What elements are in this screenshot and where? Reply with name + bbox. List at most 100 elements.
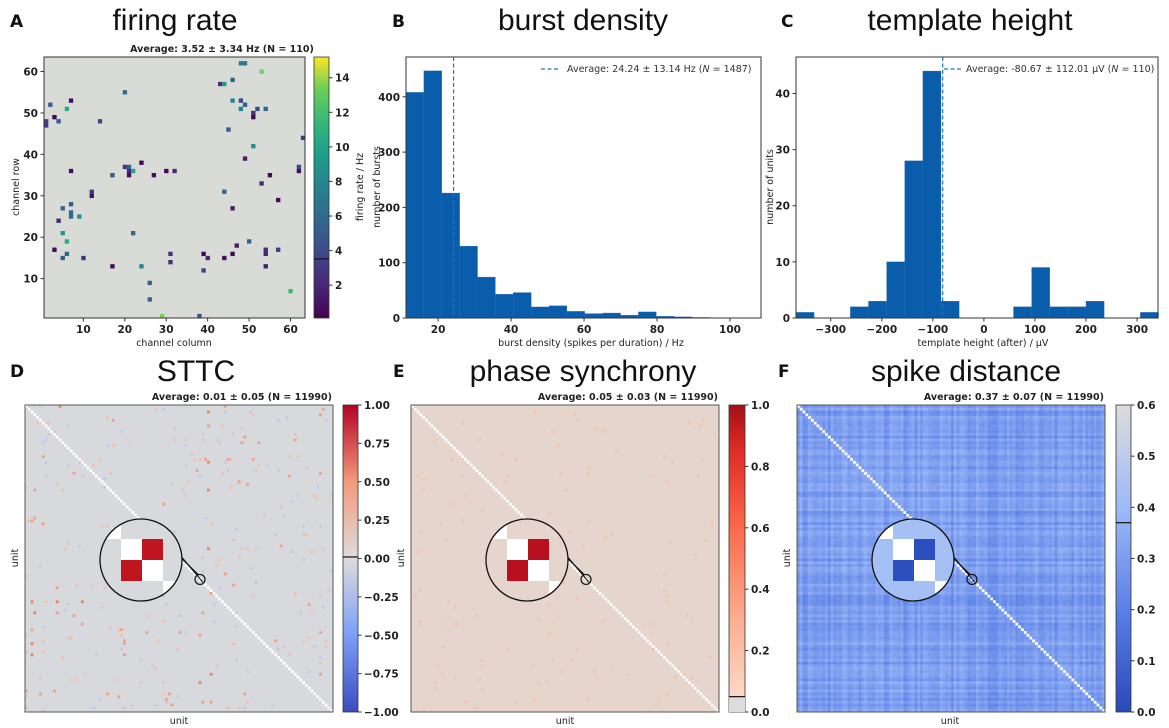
matrix-cell bbox=[120, 633, 123, 637]
matrix-cell bbox=[867, 441, 870, 445]
matrix-cell bbox=[441, 672, 445, 676]
matrix-cell bbox=[223, 460, 227, 464]
matrix-cell bbox=[1088, 497, 1092, 501]
matrix-cell bbox=[1007, 430, 1010, 434]
matrix-cell bbox=[939, 497, 943, 501]
matrix-cell bbox=[1032, 455, 1036, 459]
matrix-cell bbox=[819, 485, 823, 489]
matrix-cell bbox=[1077, 469, 1080, 473]
matrix-cell bbox=[1012, 444, 1016, 448]
matrix-cell bbox=[808, 469, 812, 473]
matrix-cell bbox=[965, 413, 968, 417]
matrix-cell bbox=[1060, 449, 1064, 453]
matrix-cell bbox=[892, 405, 896, 408]
matrix-cell bbox=[1026, 466, 1030, 470]
matrix-cell bbox=[1060, 491, 1064, 495]
firing-rate-pixel bbox=[160, 313, 165, 319]
matrix-cell bbox=[984, 405, 988, 408]
matrix-cell bbox=[1023, 424, 1027, 428]
matrix-cell bbox=[243, 706, 247, 710]
matrix-cell bbox=[1026, 458, 1030, 461]
matrix-cell bbox=[965, 444, 968, 448]
matrix-cell bbox=[998, 485, 1002, 489]
matrix-cell bbox=[478, 678, 481, 682]
matrix-cell bbox=[1018, 499, 1022, 503]
diagonal-cell bbox=[263, 642, 266, 646]
matrix-cell bbox=[987, 491, 991, 495]
matrix-cell bbox=[1012, 427, 1016, 431]
matrix-cell bbox=[993, 407, 996, 411]
matrix-cell bbox=[883, 499, 887, 503]
matrix-cell bbox=[1026, 413, 1030, 417]
matrix-cell bbox=[811, 446, 814, 450]
matrix-cell bbox=[1060, 471, 1064, 475]
matrix-cell bbox=[1057, 469, 1061, 473]
matrix-cell bbox=[931, 430, 935, 434]
matrix-cell bbox=[64, 547, 67, 551]
matrix-cell bbox=[1065, 502, 1069, 506]
matrix-cell bbox=[981, 480, 985, 484]
matrix-cell bbox=[1007, 502, 1010, 506]
matrix-cell bbox=[1082, 446, 1086, 450]
matrix-cell bbox=[911, 413, 915, 417]
matrix-cell bbox=[937, 449, 940, 453]
matrix-cell bbox=[917, 488, 921, 492]
matrix-cell bbox=[869, 483, 873, 487]
matrix-cell bbox=[808, 421, 812, 425]
matrix-cell bbox=[1051, 488, 1055, 492]
matrix-cell bbox=[1004, 446, 1008, 450]
matrix-cell bbox=[987, 497, 991, 501]
matrix-cell bbox=[64, 608, 67, 612]
matrix-cell bbox=[808, 455, 812, 459]
matrix-cell bbox=[1023, 463, 1027, 467]
diagonal-cell bbox=[598, 591, 602, 595]
matrix-cell bbox=[1004, 466, 1008, 470]
matrix-cell bbox=[1029, 407, 1033, 411]
matrix-cell bbox=[1037, 435, 1041, 439]
matrix-cell bbox=[836, 413, 840, 417]
matrix-cell bbox=[1054, 458, 1058, 461]
matrix-cell bbox=[1102, 471, 1105, 475]
matrix-cell bbox=[1004, 455, 1008, 459]
matrix-cell bbox=[953, 455, 957, 459]
diagonal-cell bbox=[67, 446, 70, 450]
matrix-cell bbox=[825, 435, 828, 439]
matrix-cell bbox=[218, 586, 221, 590]
matrix-cell bbox=[920, 483, 924, 487]
diagonal-cell bbox=[696, 689, 700, 693]
matrix-cell bbox=[1060, 452, 1064, 456]
matrix-cell bbox=[897, 416, 901, 420]
matrix-cell bbox=[1046, 477, 1050, 481]
matrix-cell bbox=[1082, 485, 1086, 489]
matrix-cell bbox=[1021, 491, 1024, 495]
matrix-cell bbox=[998, 458, 1002, 461]
matrix-cell bbox=[858, 410, 862, 414]
matrix-cell bbox=[1015, 446, 1019, 450]
matrix-cell bbox=[900, 483, 904, 487]
matrix-cell bbox=[1102, 477, 1105, 481]
matrix-cell bbox=[931, 458, 935, 461]
matrix-cell bbox=[839, 405, 842, 408]
matrix-cell bbox=[976, 488, 980, 492]
matrix-cell bbox=[819, 474, 823, 478]
matrix-cell bbox=[819, 469, 823, 473]
diagonal-cell bbox=[310, 689, 314, 693]
matrix-cell bbox=[1063, 427, 1066, 431]
diagonal-cell bbox=[713, 706, 717, 710]
matrix-cell bbox=[990, 499, 994, 503]
matrix-cell bbox=[970, 446, 974, 450]
x-tick-label: 60 bbox=[283, 324, 298, 336]
matrix-cell bbox=[825, 497, 828, 501]
matrix-cell bbox=[1018, 413, 1022, 417]
matrix-cell bbox=[825, 455, 828, 459]
matrix-cell bbox=[822, 413, 826, 417]
matrix-cell bbox=[841, 471, 845, 475]
matrix-cell bbox=[886, 458, 890, 461]
matrix-cell bbox=[959, 505, 963, 509]
matrix-cell bbox=[44, 438, 48, 442]
matrix-cell bbox=[881, 432, 884, 436]
matrix-cell bbox=[1091, 444, 1094, 448]
matrix-cell bbox=[861, 435, 865, 439]
matrix-cell bbox=[970, 471, 974, 475]
